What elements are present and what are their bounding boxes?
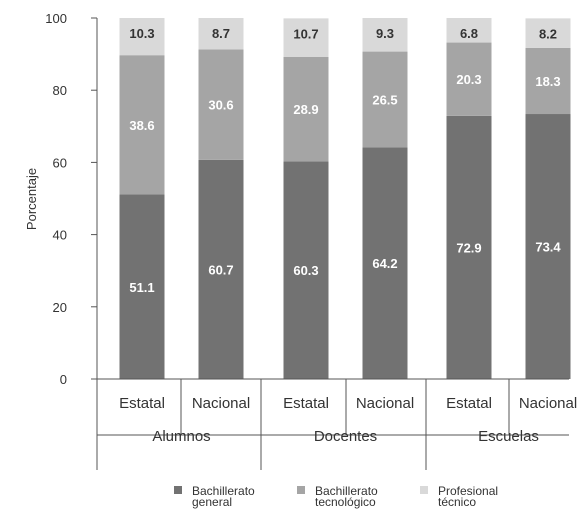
y-tick-label: 40 [53,228,67,243]
bar-segment [525,47,571,115]
category-label: Nacional [356,395,414,412]
category-label: Estatal [283,395,329,412]
legend-swatch [297,486,305,494]
y-tick-label: 60 [53,155,67,170]
data-label: 20.3 [456,72,481,87]
data-label: 26.5 [372,92,397,107]
category-label: Estatal [446,395,492,412]
data-label: 8.7 [212,26,230,41]
data-label: 8.2 [539,26,557,41]
bars-layer: 51.1 38.6 10.3 60.7 30.6 8.7 60.3 28.9 10.7 64.2 2… [119,18,571,380]
bar-segment [119,18,165,56]
bar-segment [198,159,244,379]
bar-segment [446,42,492,116]
bar-segment [362,18,408,52]
data-label: 51.1 [129,280,154,295]
data-label: 72.9 [456,240,481,255]
legend-label-line1: Profesional [438,484,498,498]
bar-segment [446,115,492,380]
data-label: 38.6 [129,118,154,133]
data-label: 30.6 [208,98,233,113]
axes-layer: 0 20 40 60 80 100 Estatal Nacional Estatal Nacion… [45,11,577,470]
data-label: 64.2 [372,256,397,271]
group-label: Docentes [314,428,377,445]
data-label: 9.3 [376,26,394,41]
data-label: 28.9 [293,102,318,117]
data-label: 10.7 [293,26,318,41]
bar-segment [283,18,329,57]
legend-label-line2: tecnológico [315,495,376,509]
y-tick-label: 80 [53,83,67,98]
bar-segment [525,18,571,48]
category-label: Nacional [192,395,250,412]
legend: BachilleratogeneralBachilleratotecnológi… [174,484,498,509]
legend-label-line1: Bachillerato [192,484,255,498]
bar-segment [119,194,165,379]
bar-segment [525,114,571,379]
bar-segment [446,18,492,43]
bar-segment [119,55,165,195]
data-label: 10.3 [129,26,154,41]
legend-label-line2: general [192,495,232,509]
data-label: 60.7 [208,262,233,277]
data-label: 6.8 [460,26,478,41]
bar-segment [362,51,408,148]
data-label: 18.3 [535,74,560,89]
category-label: Estatal [119,395,165,412]
bar-segment [283,56,329,162]
y-tick-label: 100 [45,11,67,26]
bar-segment [198,18,244,50]
bar-segment [198,49,244,160]
bar-segment [283,161,329,379]
y-axis-label: Porcentaje [24,168,39,230]
y-tick-label: 0 [60,372,67,387]
legend-swatch [174,486,182,494]
legend-swatch [420,486,428,494]
group-label: Alumnos [152,428,210,445]
bar-segment [362,147,408,379]
legend-label-line2: técnico [438,495,476,509]
y-tick-label: 20 [53,300,67,315]
data-label: 60.3 [293,263,318,278]
data-label: 73.4 [535,240,561,255]
legend-label-line1: Bachillerato [315,484,378,498]
category-label: Nacional [519,395,577,412]
group-label: Escuelas [478,428,539,445]
